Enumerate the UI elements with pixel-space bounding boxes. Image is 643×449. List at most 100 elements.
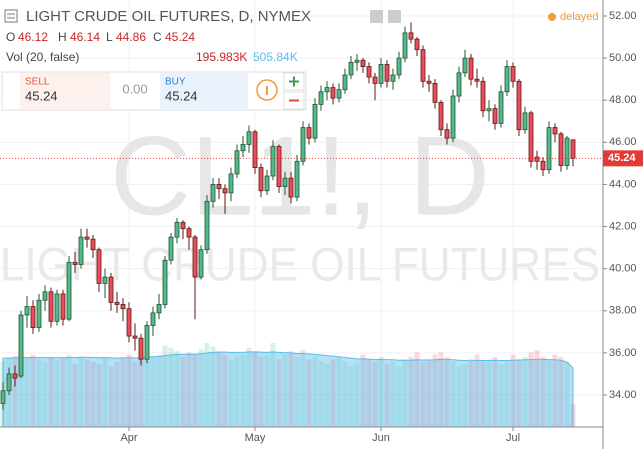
candle-body (222, 188, 228, 194)
candle-body (486, 108, 492, 112)
sell-label: SELL (25, 77, 50, 88)
candle-body (18, 314, 24, 377)
volume-bar (114, 361, 120, 427)
candle-body (276, 146, 282, 187)
volume-bar (546, 359, 552, 427)
volume-bar (180, 357, 186, 427)
plus-icon (289, 76, 299, 87)
volume-bar (294, 357, 300, 427)
x-tick-label: Jul (506, 432, 520, 444)
volume-bar (450, 361, 456, 427)
y-tick-label: 38.00 (609, 305, 637, 317)
volume-bar (240, 354, 246, 427)
volume-bar (270, 343, 276, 427)
volume-bar (366, 359, 372, 427)
candle-body (312, 104, 318, 139)
volume-bar (120, 357, 126, 427)
candle-body (432, 82, 438, 103)
volume-bar (78, 357, 84, 427)
sell-button[interactable] (20, 73, 110, 109)
last-price-box (603, 150, 643, 167)
volume-bar (372, 361, 378, 427)
volume-bar (150, 357, 156, 427)
volume-bar (210, 346, 216, 427)
y-tick-label: 52.00 (609, 10, 637, 22)
candle-body (6, 373, 12, 392)
candle-body (246, 131, 252, 145)
candle-body (240, 144, 246, 152)
volume-bar (552, 354, 558, 427)
watermark-name: LIGHT CRUDE OIL FUTURES (0, 237, 600, 290)
candle-body (540, 160, 546, 171)
candle-body (348, 61, 354, 76)
candle-body (264, 175, 270, 192)
volume-bar (258, 357, 264, 427)
volume-bar (60, 358, 66, 427)
volume-bar (216, 351, 222, 427)
candle-body (318, 91, 324, 105)
candle-body (396, 57, 402, 76)
candle-body (546, 127, 552, 171)
plot (0, 22, 603, 428)
volume-bar (282, 354, 288, 427)
volume-bar (564, 361, 570, 427)
volume-bar (432, 354, 438, 427)
volume-value: 195.983K (196, 50, 247, 64)
candle-body (366, 66, 372, 78)
candle-body (12, 373, 18, 379)
volume-bar (234, 357, 240, 427)
volume-bar (486, 359, 492, 427)
volume-bar (312, 357, 318, 427)
volume-bar (462, 364, 468, 427)
volume-bar (306, 359, 312, 427)
info-icon[interactable] (256, 79, 278, 101)
volume-bar (444, 357, 450, 427)
buy-button[interactable] (160, 73, 248, 109)
volume-ma-area (2, 351, 574, 428)
watermark-symbol: CL1!, D (110, 114, 490, 239)
volume-bar (456, 366, 462, 427)
candle-body (300, 127, 306, 162)
volume-bar (498, 364, 504, 427)
volume-bar (90, 361, 96, 427)
candle-body (60, 293, 66, 320)
volume-bar (204, 343, 210, 427)
candle-body (414, 38, 420, 51)
candle-body (36, 299, 42, 329)
y-tick-label: 36.00 (609, 347, 637, 359)
candle-body (156, 304, 162, 314)
candle-body (174, 221, 180, 238)
candle-body (336, 89, 342, 99)
x-tick-label: Jun (372, 432, 390, 444)
candle-body (468, 57, 474, 80)
volume-bar (264, 355, 270, 427)
candle-body (288, 177, 294, 198)
candle-body (84, 236, 90, 240)
volume-bar (504, 361, 510, 427)
volume-bar (324, 364, 330, 427)
candle-body (114, 301, 120, 305)
volume-bar (438, 352, 444, 427)
volume-bar (528, 352, 534, 427)
volume-bar (192, 354, 198, 427)
volume-bar (126, 354, 132, 427)
settings-icon[interactable] (388, 10, 401, 23)
candle-body (402, 32, 408, 59)
y-tick-label: 46.00 (609, 136, 637, 148)
status: delayed (560, 11, 599, 23)
axes: 34.00 36.00 38.00 40.00 42.00 44.00 46.00 48.00… (120, 10, 643, 444)
volume-bar (342, 361, 348, 427)
candle-body (498, 91, 504, 124)
candle-body (228, 173, 234, 194)
settings-icon[interactable] (370, 10, 383, 23)
ohlc-name: L (106, 30, 113, 44)
collapse-icon[interactable] (4, 9, 18, 23)
candle-body (258, 167, 264, 192)
volume-bar (318, 361, 324, 427)
volume-bar (252, 352, 258, 427)
candle-body (294, 160, 300, 198)
volume-bar (402, 359, 408, 427)
candle-body (450, 95, 456, 139)
candle-body (480, 80, 486, 112)
